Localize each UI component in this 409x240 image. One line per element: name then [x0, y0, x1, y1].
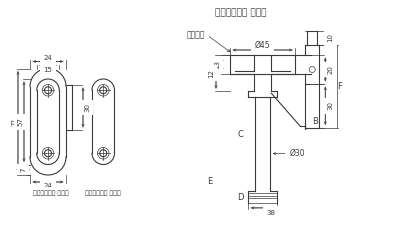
Text: 13: 13 — [213, 60, 220, 69]
Text: 15: 15 — [43, 66, 52, 72]
Text: 10: 10 — [326, 33, 333, 42]
Text: 24: 24 — [43, 54, 52, 60]
Text: F: F — [336, 82, 341, 91]
Text: 20: 20 — [326, 65, 333, 74]
Text: フック引掛時 断面図: フック引掛時 断面図 — [214, 8, 266, 17]
Text: A: A — [207, 69, 212, 78]
Text: 24: 24 — [43, 183, 52, 189]
Text: 71: 71 — [11, 117, 17, 126]
Text: 30: 30 — [84, 103, 90, 112]
Text: 30: 30 — [326, 101, 333, 110]
Text: B: B — [312, 117, 317, 126]
Text: フック回転時 正面図: フック回転時 正面図 — [33, 190, 69, 196]
Text: 7: 7 — [20, 168, 26, 172]
Text: フック収納時 正面図: フック収納時 正面図 — [85, 190, 121, 196]
Text: 黒色ゴム: 黒色ゴム — [186, 30, 204, 40]
Text: 12: 12 — [207, 69, 213, 78]
Text: Ø30: Ø30 — [289, 149, 305, 158]
Text: Ø45: Ø45 — [254, 41, 270, 49]
Text: D: D — [236, 192, 243, 202]
Text: 38: 38 — [265, 210, 274, 216]
Text: E: E — [207, 177, 212, 186]
Text: 57: 57 — [17, 117, 23, 126]
Text: C: C — [237, 130, 243, 139]
